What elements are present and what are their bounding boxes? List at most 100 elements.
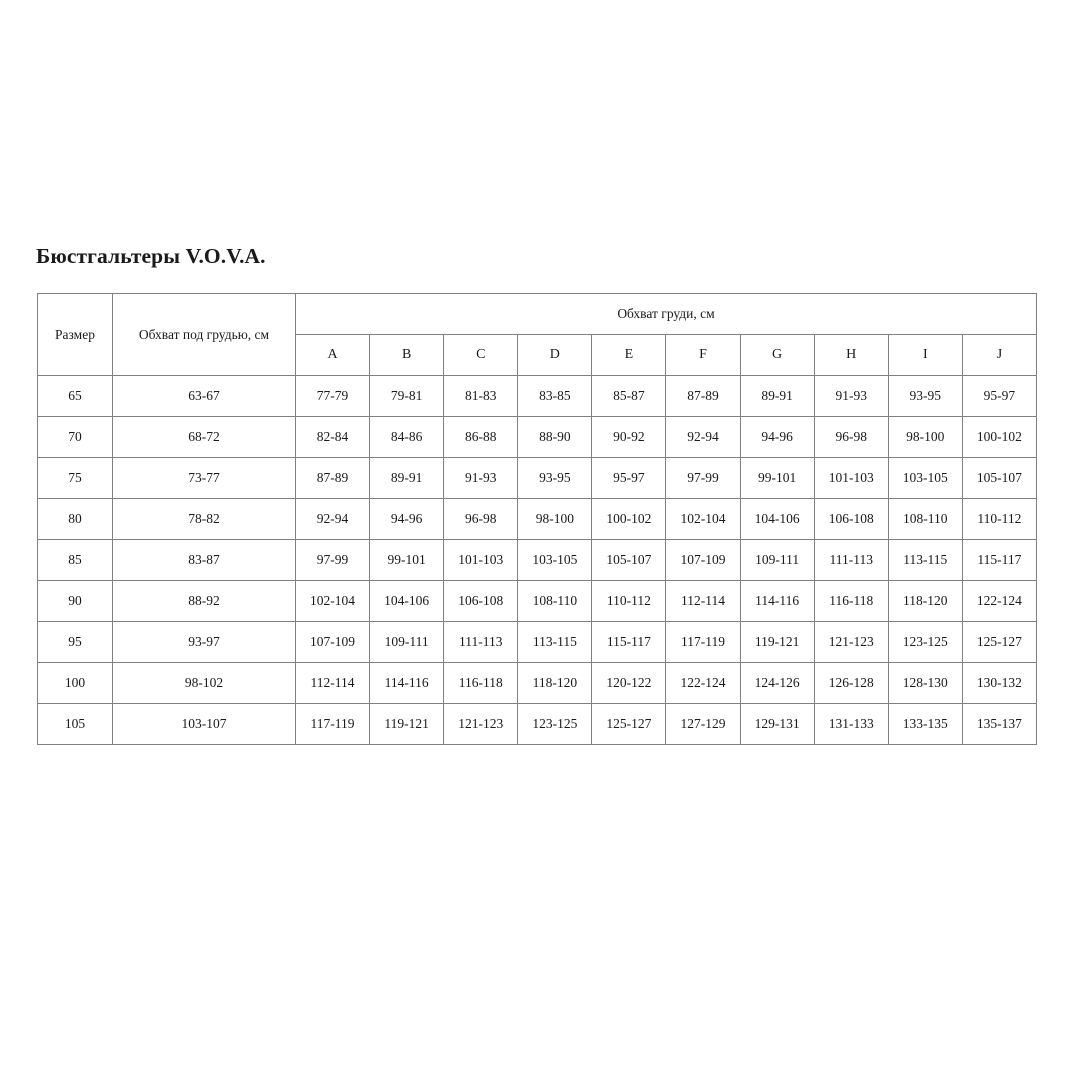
cell-cup-c: 86-88 [443,416,519,458]
cell-cup-f: 97-99 [665,457,741,499]
cell-cup-j: 115-117 [961,539,1038,581]
cell-underbust: 73-77 [112,457,296,499]
table-row: 100 98-102 112-114 114-116 116-118 118-1… [37,662,1038,704]
cell-cup-f: 107-109 [665,539,741,581]
cell-cup-j: 122-124 [961,580,1038,622]
size-chart-table: Размер Обхват под грудью, см Обхват груд… [37,293,1038,745]
cell-cup-a: 97-99 [294,539,371,581]
cell-cup-a: 112-114 [294,662,371,704]
cell-cup-g: 94-96 [739,416,815,458]
cell-cup-f: 112-114 [665,580,741,622]
header-row-cups: A B C D E F G H I J [38,334,1038,376]
cell-cup-h: 101-103 [813,457,889,499]
cell-cup-e: 90-92 [591,416,667,458]
column-header-cup-h: H [813,334,889,376]
cell-cup-i: 103-105 [887,457,963,499]
cell-cup-d: 88-90 [517,416,593,458]
cell-cup-f: 122-124 [665,662,741,704]
cell-cup-b: 109-111 [369,621,445,663]
table-row: 90 88-92 102-104 104-106 106-108 108-110… [37,580,1038,622]
table-header: Размер Обхват под грудью, см Обхват груд… [37,293,1038,376]
cell-cup-f: 87-89 [665,375,741,417]
cell-cup-h: 96-98 [813,416,889,458]
cell-cup-h: 131-133 [813,703,889,745]
cell-cup-e: 110-112 [591,580,667,622]
cell-cup-g: 129-131 [739,703,815,745]
cell-underbust: 98-102 [112,662,296,704]
cell-cup-i: 113-115 [887,539,963,581]
cell-cup-g: 104-106 [739,498,815,540]
cell-cup-a: 92-94 [294,498,371,540]
table-row: 70 68-72 82-84 84-86 86-88 88-90 90-92 9… [37,416,1038,458]
cell-cup-e: 85-87 [591,375,667,417]
cell-cup-i: 128-130 [887,662,963,704]
cell-cup-e: 120-122 [591,662,667,704]
cell-cup-f: 92-94 [665,416,741,458]
cell-size: 75 [37,457,113,499]
cell-cup-b: 104-106 [369,580,445,622]
cell-cup-j: 100-102 [961,416,1038,458]
table-row: 105 103-107 117-119 119-121 121-123 123-… [37,703,1038,745]
table-body: 65 63-67 77-79 79-81 81-83 83-85 85-87 8… [37,375,1038,745]
column-header-size: Размер [37,293,113,376]
cell-underbust: 83-87 [112,539,296,581]
cell-underbust: 63-67 [112,375,296,417]
cell-underbust: 68-72 [112,416,296,458]
cell-cup-d: 123-125 [517,703,593,745]
cell-cup-i: 118-120 [887,580,963,622]
cell-cup-i: 108-110 [887,498,963,540]
cell-cup-c: 81-83 [443,375,519,417]
column-header-cup-c: C [443,334,519,376]
cell-cup-b: 79-81 [369,375,445,417]
cell-cup-e: 100-102 [591,498,667,540]
cell-cup-c: 111-113 [443,621,519,663]
cell-cup-g: 119-121 [739,621,815,663]
cell-cup-g: 114-116 [739,580,815,622]
cell-size: 70 [37,416,113,458]
cell-cup-g: 89-91 [739,375,815,417]
cell-cup-b: 94-96 [369,498,445,540]
table-row: 80 78-82 92-94 94-96 96-98 98-100 100-10… [37,498,1038,540]
cell-cup-i: 123-125 [887,621,963,663]
cell-cup-d: 83-85 [517,375,593,417]
cell-cup-j: 130-132 [961,662,1038,704]
cell-cup-j: 105-107 [961,457,1038,499]
cell-cup-c: 96-98 [443,498,519,540]
cell-cup-h: 116-118 [813,580,889,622]
cell-cup-d: 108-110 [517,580,593,622]
cell-cup-h: 111-113 [813,539,889,581]
cell-size: 65 [37,375,113,417]
cell-cup-h: 91-93 [813,375,889,417]
cell-underbust: 88-92 [112,580,296,622]
cell-size: 105 [37,703,113,745]
cell-cup-i: 93-95 [887,375,963,417]
cell-cup-c: 106-108 [443,580,519,622]
cell-cup-e: 105-107 [591,539,667,581]
cell-cup-f: 117-119 [665,621,741,663]
cell-cup-a: 117-119 [294,703,371,745]
cell-cup-b: 89-91 [369,457,445,499]
cell-cup-g: 109-111 [739,539,815,581]
cell-cup-a: 102-104 [294,580,371,622]
cell-cup-d: 98-100 [517,498,593,540]
cell-size: 85 [37,539,113,581]
cell-underbust: 78-82 [112,498,296,540]
cell-cup-j: 135-137 [961,703,1038,745]
cell-cup-i: 133-135 [887,703,963,745]
cell-size: 90 [37,580,113,622]
cell-cup-h: 121-123 [813,621,889,663]
cell-cup-d: 103-105 [517,539,593,581]
column-header-cup-b: B [369,334,445,376]
table-row: 95 93-97 107-109 109-111 111-113 113-115… [37,621,1038,663]
cell-cup-b: 114-116 [369,662,445,704]
column-header-cup-f: F [665,334,741,376]
header-row-primary: Размер Обхват под грудью, см Обхват груд… [37,293,1037,376]
table-row: 85 83-87 97-99 99-101 101-103 103-105 10… [37,539,1038,581]
cell-cup-d: 113-115 [517,621,593,663]
cell-cup-a: 82-84 [294,416,371,458]
column-header-underbust: Обхват под грудью, см [112,293,296,376]
cell-cup-b: 99-101 [369,539,445,581]
cell-cup-d: 118-120 [517,662,593,704]
table-row: 65 63-67 77-79 79-81 81-83 83-85 85-87 8… [37,375,1038,417]
cell-cup-g: 124-126 [739,662,815,704]
